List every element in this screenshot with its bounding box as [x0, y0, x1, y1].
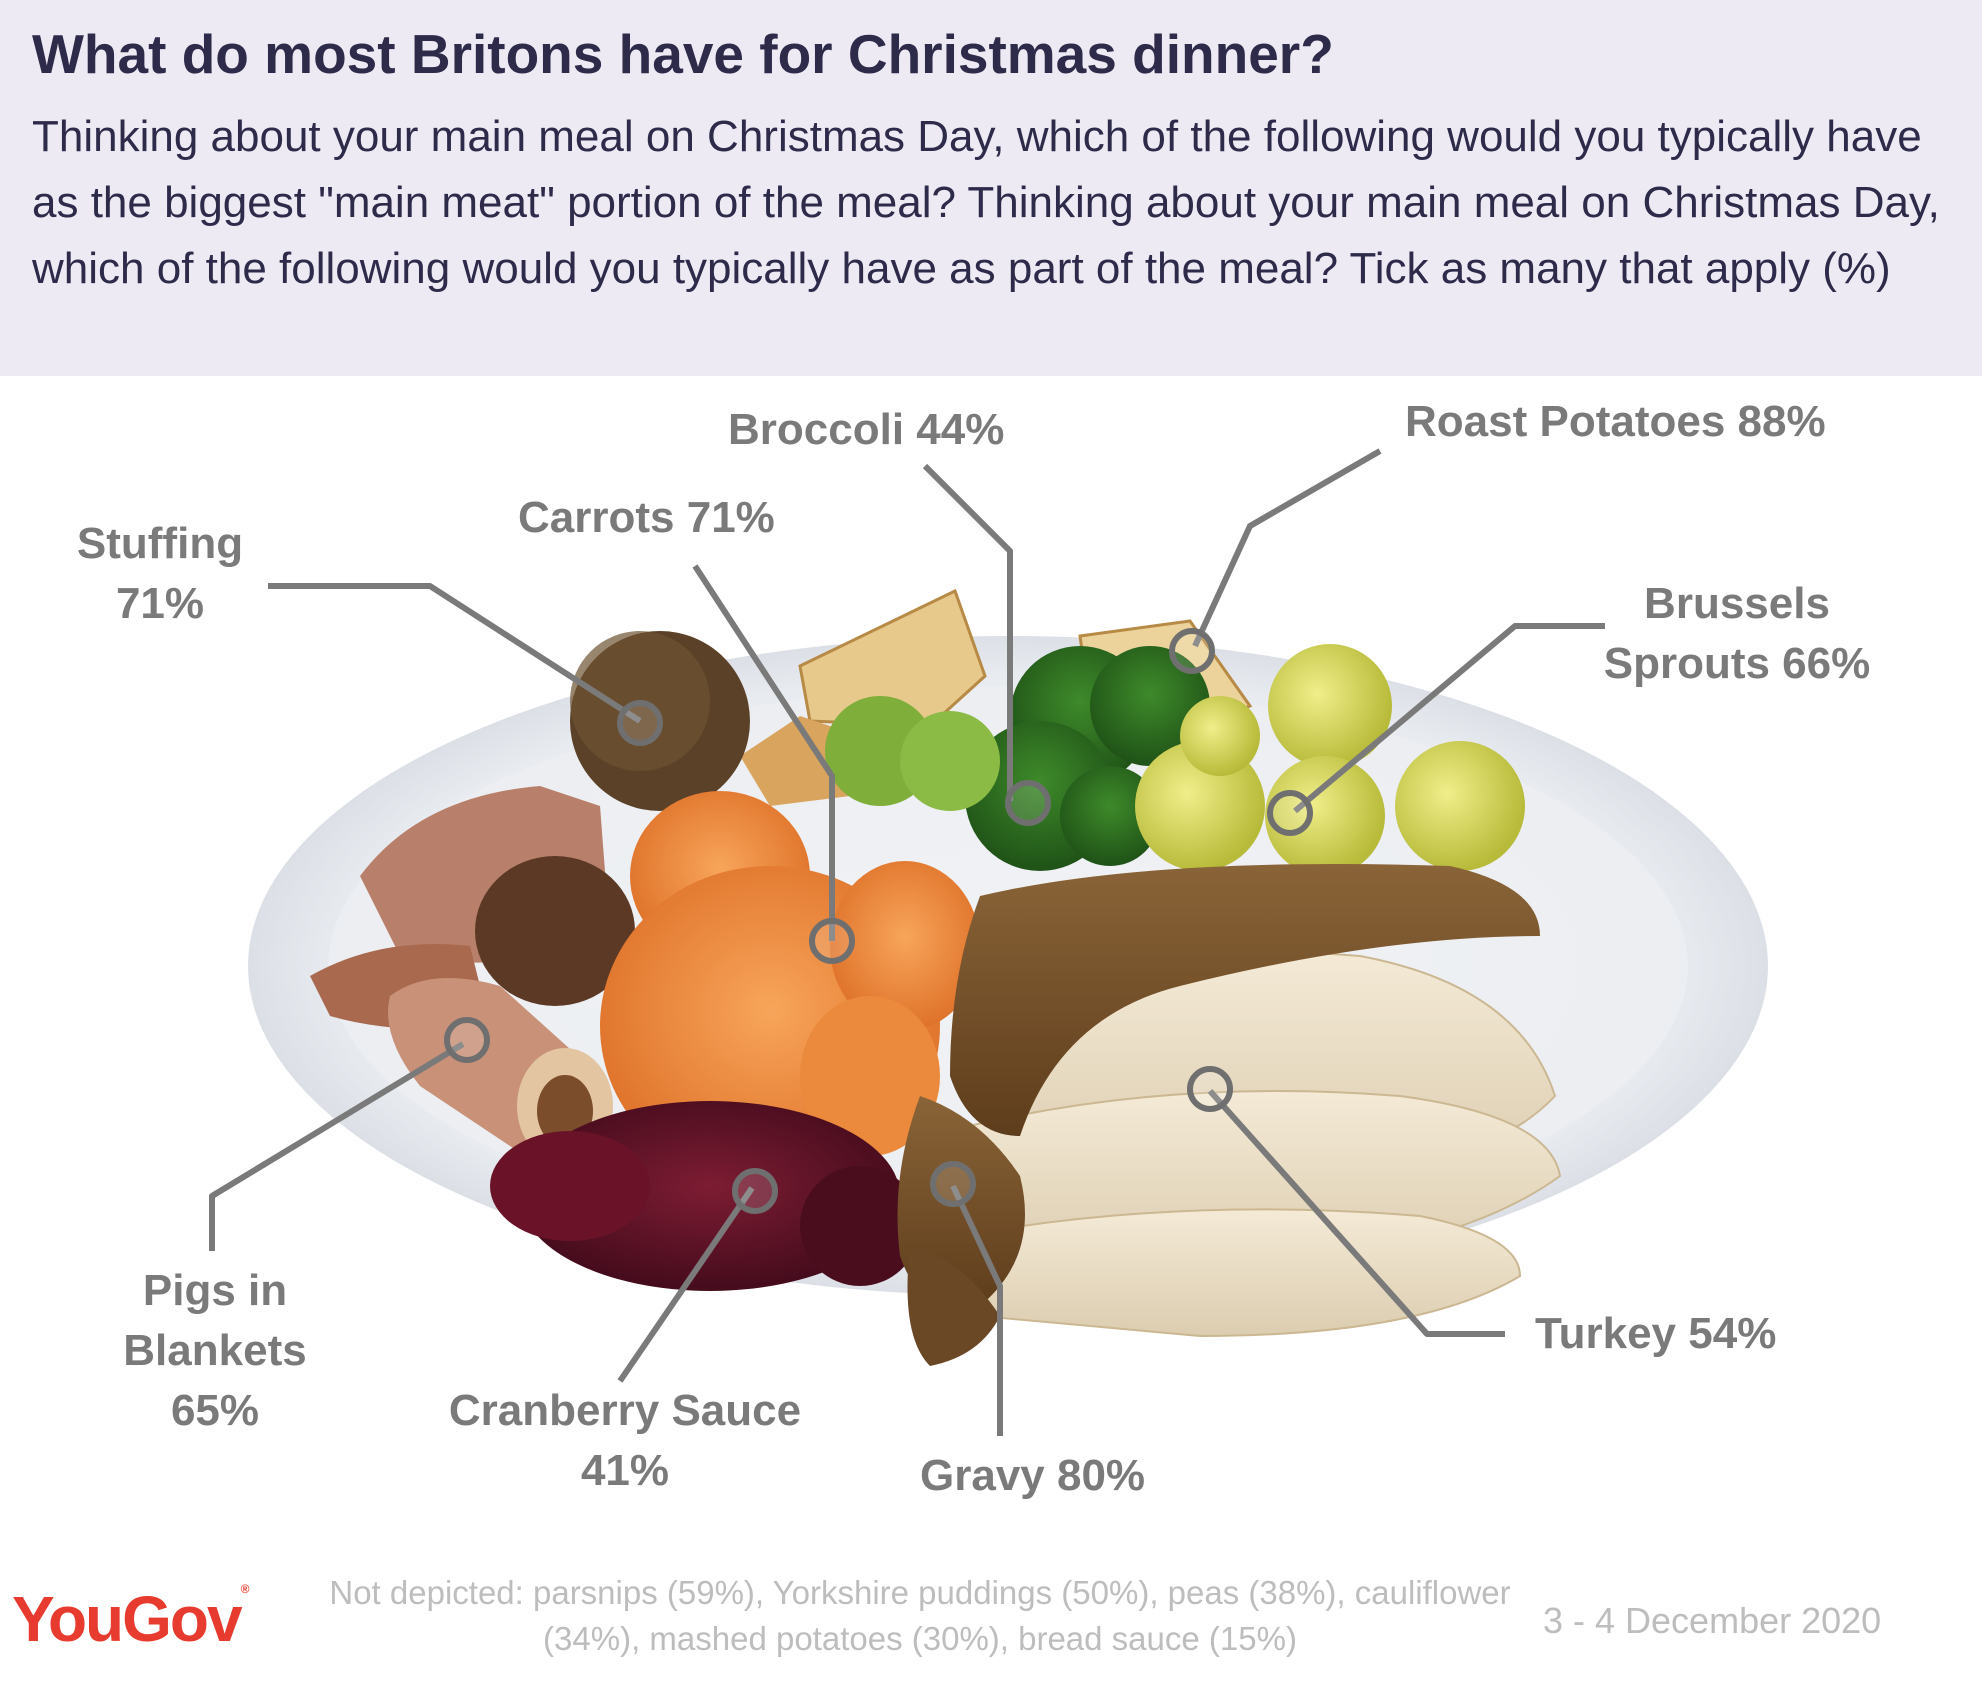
broccoli-leader	[922, 463, 1013, 801]
chart-title: What do most Britons have for Christmas …	[32, 23, 1334, 85]
cranberry-sauce	[490, 1101, 920, 1291]
label-carrots: Carrots 71%	[518, 493, 775, 542]
pigs-leader	[209, 1041, 465, 1251]
yougov-logo-text: YouGov	[12, 1583, 243, 1655]
leader-rings	[444, 628, 1313, 1214]
survey-date: 3 - 4 December 2020	[1543, 1600, 1882, 1641]
stuffing-leader	[268, 583, 642, 724]
leader-lines	[209, 448, 1605, 1436]
brussels-sprouts	[1135, 644, 1525, 876]
label-pigs-line2: Blankets	[123, 1326, 307, 1375]
roast-potatoes-ring	[1169, 628, 1215, 674]
label-brussels-sprouts: Brussels Sprouts 66%	[1582, 574, 1892, 694]
cranberry-ring	[732, 1168, 778, 1214]
header-panel: What do most Britons have for Christmas …	[0, 0, 1982, 376]
turkey-ring	[1187, 1066, 1233, 1112]
label-cranberry-line2: 41%	[580, 1446, 670, 1495]
turkey-leader	[1207, 1089, 1505, 1337]
label-stuffing: Stuffing 71%	[62, 514, 258, 634]
brussels-leader	[1293, 623, 1605, 814]
dinner-illustration: Roast Potatoes 88% Broccoli 44% Carrots …	[0, 376, 1982, 1516]
label-broccoli: Broccoli 44%	[728, 405, 1005, 454]
yougov-logo: YouGov®	[12, 1582, 250, 1655]
broccoli	[825, 646, 1210, 871]
label-stuffing-value: 71%	[115, 579, 205, 628]
cranberry-leader	[617, 1186, 755, 1383]
label-pigs-line1: Pigs in	[142, 1266, 288, 1315]
label-brussels-line2: Sprouts 66%	[1603, 639, 1871, 688]
not-depicted-note: Not depicted: parsnips (59%), Yorkshire …	[329, 1574, 1511, 1657]
label-cranberry-sauce: Cranberry Sauce 41%	[415, 1381, 835, 1501]
brussels-ring	[1267, 790, 1313, 836]
label-brussels-line1: Brussels	[1644, 579, 1830, 628]
chart-subtitle: Thinking about your main meal on Christm…	[32, 112, 1940, 293]
label-pigs-line3: 65%	[170, 1386, 260, 1435]
pigs-ring	[444, 1017, 490, 1063]
label-gravy: Gravy 80%	[920, 1451, 1146, 1500]
label-pigs-in-blankets: Pigs in Blankets 65%	[100, 1261, 330, 1441]
carrots-leader	[692, 564, 835, 941]
gravy-ring	[930, 1161, 976, 1207]
broccoli-ring	[1005, 780, 1051, 826]
carrots-ring	[809, 918, 855, 964]
gravy-leader	[950, 1184, 1003, 1436]
plate-photo	[209, 448, 1768, 1436]
roast-potatoes-leader	[1192, 448, 1382, 648]
stuffing-ring	[617, 700, 663, 746]
label-stuffing-name: Stuffing	[76, 519, 244, 568]
turkey-slices	[928, 951, 1562, 1338]
label-roast-potatoes: Roast Potatoes 88%	[1405, 397, 1826, 446]
label-cranberry-line1: Cranberry Sauce	[448, 1386, 802, 1435]
label-turkey: Turkey 54%	[1535, 1309, 1777, 1358]
